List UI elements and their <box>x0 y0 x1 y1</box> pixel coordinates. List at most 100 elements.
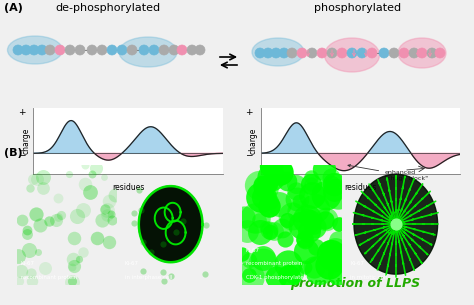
Point <box>105 240 113 245</box>
Point <box>30 177 37 182</box>
Point <box>335 254 342 259</box>
Point <box>245 274 253 279</box>
Point <box>276 170 284 175</box>
Point <box>46 218 53 223</box>
Point <box>130 210 137 215</box>
Text: (B): (B) <box>4 148 23 158</box>
Point <box>335 221 343 226</box>
Circle shape <box>55 45 65 55</box>
Point <box>245 257 253 262</box>
Circle shape <box>399 48 409 58</box>
Circle shape <box>279 48 289 58</box>
Circle shape <box>37 45 47 55</box>
Point <box>130 220 138 225</box>
Point <box>99 217 106 222</box>
Point <box>179 218 186 223</box>
Point <box>69 279 76 284</box>
Point <box>75 256 83 261</box>
Point <box>278 225 286 230</box>
Text: Ki-67: Ki-67 <box>246 248 260 253</box>
Circle shape <box>87 45 97 55</box>
Point <box>65 171 73 176</box>
Point <box>70 264 78 269</box>
Point <box>335 238 342 242</box>
Ellipse shape <box>119 37 177 67</box>
Circle shape <box>427 48 437 58</box>
Circle shape <box>169 45 179 55</box>
Circle shape <box>127 45 137 55</box>
Point <box>301 238 309 242</box>
Point <box>202 222 210 227</box>
Point <box>330 255 338 260</box>
Point <box>286 274 293 279</box>
Text: enhanced
"chage block": enhanced "chage block" <box>348 164 428 181</box>
Circle shape <box>389 48 399 58</box>
Point <box>265 186 273 191</box>
Point <box>68 265 76 270</box>
Point <box>320 167 328 171</box>
Point <box>81 182 89 187</box>
Point <box>282 237 289 242</box>
Polygon shape <box>139 186 202 262</box>
Point <box>147 249 155 254</box>
Point <box>255 183 263 188</box>
Point <box>262 224 270 229</box>
Point <box>92 166 100 171</box>
Point <box>111 192 119 197</box>
Point <box>270 228 278 233</box>
Point <box>310 225 318 230</box>
Point <box>334 192 342 197</box>
Point <box>93 235 100 240</box>
Point <box>299 223 306 228</box>
Point <box>23 228 31 233</box>
Point <box>307 181 315 186</box>
Circle shape <box>21 45 31 55</box>
Point <box>266 230 273 235</box>
Point <box>240 215 248 220</box>
Circle shape <box>271 48 281 58</box>
Point <box>266 199 274 204</box>
Point <box>39 185 46 190</box>
Point <box>302 248 310 253</box>
Point <box>23 232 30 237</box>
Point <box>86 189 93 194</box>
Circle shape <box>97 45 107 55</box>
Point <box>259 182 267 187</box>
Text: residues: residues <box>112 183 144 192</box>
Point <box>69 257 77 262</box>
Point <box>32 212 40 217</box>
Point <box>172 229 179 234</box>
Circle shape <box>45 45 55 55</box>
Point <box>288 214 296 219</box>
Point <box>309 192 316 197</box>
Point <box>324 247 331 252</box>
Circle shape <box>347 48 357 58</box>
Text: in interphase cell: in interphase cell <box>125 275 172 280</box>
Point <box>69 280 76 285</box>
Point <box>103 213 110 218</box>
Point <box>311 206 319 211</box>
Circle shape <box>13 45 23 55</box>
Point <box>327 174 335 179</box>
Point <box>167 274 175 278</box>
Point <box>160 270 167 274</box>
Point <box>273 274 280 279</box>
Text: de-phosphorylated: de-phosphorylated <box>55 3 161 13</box>
Point <box>100 175 108 180</box>
Circle shape <box>297 48 307 58</box>
Text: Ki-67: Ki-67 <box>125 261 139 266</box>
Point <box>40 175 47 180</box>
Point <box>36 222 44 227</box>
Point <box>161 278 168 283</box>
Text: recombinant protein: recombinant protein <box>20 275 77 280</box>
Point <box>265 204 273 209</box>
Circle shape <box>107 45 117 55</box>
Point <box>293 197 301 202</box>
Point <box>57 212 65 217</box>
Point <box>330 188 338 192</box>
Point <box>292 188 300 193</box>
Point <box>137 207 145 212</box>
Circle shape <box>75 45 85 55</box>
Point <box>14 253 22 258</box>
Point <box>316 268 323 273</box>
